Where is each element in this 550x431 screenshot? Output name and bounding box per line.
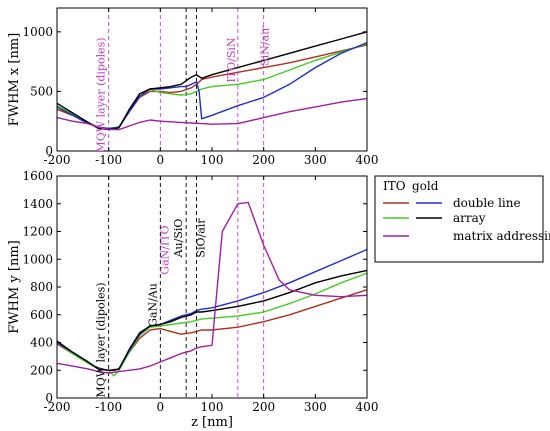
legend-header-gold: gold <box>412 179 439 193</box>
annotation-label: Au/SiO <box>172 219 185 259</box>
y-tick-label: 1200 <box>22 225 53 239</box>
x-tick-label: -200 <box>44 153 71 167</box>
x-tick-label: -100 <box>95 400 122 414</box>
legend-label: matrix addressing <box>453 229 550 243</box>
x-tick-label: 0 <box>157 153 165 167</box>
series-gold_array <box>56 269 368 371</box>
annotation-label: SiN/air <box>259 25 272 65</box>
x-tick-label: -100 <box>95 153 122 167</box>
series-matrix <box>56 97 368 131</box>
annotation-label: MQW layer (dipoles) <box>95 282 108 397</box>
annotation-label: GaN/Au <box>146 283 159 327</box>
x-axis-title: z [nm] <box>191 415 233 430</box>
x-tick-label: 200 <box>252 400 275 414</box>
legend-box <box>374 175 544 263</box>
x-tick-label: 400 <box>356 400 379 414</box>
y-tick-label: 0 <box>45 391 53 405</box>
legend-label: double line <box>453 196 521 210</box>
y-tick-label: 800 <box>30 280 53 294</box>
x-tick-label: 100 <box>201 400 224 414</box>
y-tick-label: 600 <box>30 308 53 322</box>
y-tick-label: 1400 <box>22 197 53 211</box>
y-tick-label: 500 <box>30 84 53 98</box>
y-tick-label: 1000 <box>22 252 53 266</box>
x-tick-label: 300 <box>304 400 327 414</box>
y-tick-label: 1000 <box>22 25 53 39</box>
x-tick-label: 400 <box>356 153 379 167</box>
annotation-label: GaN/ITO <box>158 225 171 274</box>
x-tick-label: -200 <box>44 400 71 414</box>
x-tick-label: 300 <box>304 153 327 167</box>
y-axis-title: FWHM x [nm] <box>7 33 22 126</box>
y-tick-label: 1600 <box>22 169 53 183</box>
y-tick-label: 400 <box>30 336 53 350</box>
legend-header-ito: ITO <box>383 179 406 193</box>
x-tick-label: 0 <box>157 400 165 414</box>
annotation-label: MQW layer (dipoles) <box>95 37 108 152</box>
series-matrix <box>56 201 368 374</box>
y-tick-label: 0 <box>45 144 53 158</box>
y-tick-label: 200 <box>30 363 53 377</box>
annotation-label: ITO/SiN <box>225 37 238 82</box>
legend-label: array <box>453 211 486 225</box>
bottom-panel: -200 -100 0 100 200 300 400 0 200 400 600 800 1000 12… <box>7 169 378 430</box>
annotation-label: SiO/air <box>195 218 208 258</box>
y-axis-title: FWHM y [nm] <box>7 240 22 333</box>
x-tick-label: 200 <box>252 153 275 167</box>
series-gold_double <box>56 41 368 130</box>
x-tick-label: 100 <box>201 153 224 167</box>
